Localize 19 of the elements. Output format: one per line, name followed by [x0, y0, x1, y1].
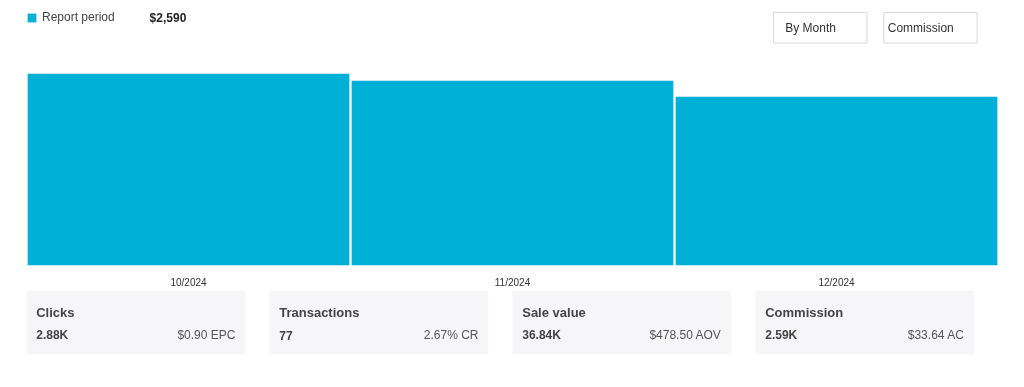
legend-label: Report period	[42, 10, 115, 24]
text: 2.88K	[36, 328, 69, 343]
text: 2.67% CR	[423, 328, 479, 343]
text: 2.59K	[765, 328, 798, 343]
text: Transactions	[279, 304, 360, 320]
text: Commission	[765, 304, 844, 320]
text: $478.50 AOV	[649, 328, 721, 343]
text: 36.84K	[522, 328, 562, 343]
text: $33.64 AC	[907, 328, 965, 343]
text: 77	[279, 328, 293, 343]
text: By Month	[785, 20, 836, 35]
text: Commission	[887, 20, 954, 35]
x-tick-label: 12/2024	[818, 276, 856, 288]
text: $0.90 EPC	[177, 328, 236, 343]
x-tick-label: 10/2024	[170, 276, 208, 288]
text: Clicks	[36, 304, 75, 320]
x-tick-label: 11/2024	[494, 276, 531, 288]
text: $2,590	[149, 10, 187, 25]
text: Sale value	[522, 304, 586, 320]
